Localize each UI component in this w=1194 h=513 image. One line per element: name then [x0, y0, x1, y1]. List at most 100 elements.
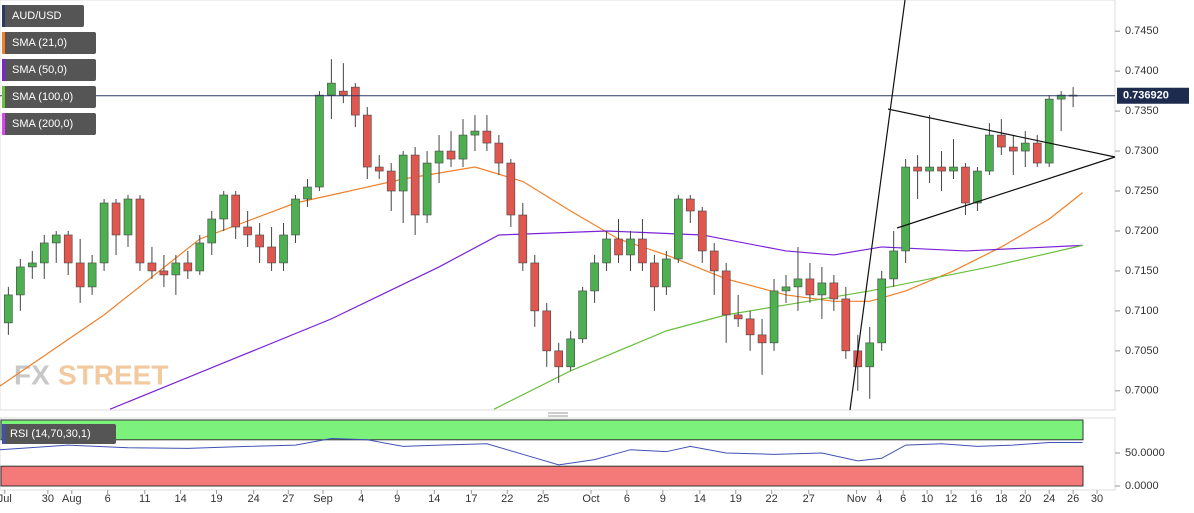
legend-box	[2, 32, 96, 54]
triangle-lower	[896, 156, 1116, 229]
x-tick-label: 17	[465, 493, 477, 505]
legend-swatch	[2, 59, 5, 81]
candle-body	[674, 198, 683, 260]
legend-box	[2, 5, 84, 27]
candle-body	[817, 282, 827, 296]
x-tick-label: Sep	[313, 493, 333, 505]
legend-swatch	[2, 113, 5, 135]
candle-body	[626, 238, 635, 256]
candle-body	[291, 198, 300, 236]
x-tick-label: Oct	[582, 493, 599, 505]
candle-body	[422, 162, 432, 216]
candle-body	[865, 342, 875, 368]
x-tick-label: 24	[1043, 493, 1055, 505]
x-tick-label: 9	[394, 493, 400, 505]
candle-body	[1032, 142, 1042, 164]
candle-body	[793, 278, 803, 288]
candle-body	[470, 130, 480, 136]
y-tick-label: 0.7350	[1125, 105, 1159, 117]
price-label-bg	[1117, 87, 1189, 104]
rsi-legend-swatch	[2, 424, 5, 444]
x-tick-label: 20	[1019, 493, 1031, 505]
x-tick-label: 19	[210, 493, 222, 505]
candle-body	[219, 194, 229, 220]
candle-body	[745, 318, 755, 336]
candle-body	[99, 202, 109, 264]
candle-body	[530, 262, 540, 312]
y-tick-label: 0.7100	[1125, 305, 1159, 317]
candle-body	[913, 166, 922, 172]
candle-body	[829, 282, 839, 300]
legend-swatch	[2, 5, 5, 27]
x-tick-label: 4	[358, 493, 364, 505]
x-tick-label: 14	[428, 493, 440, 505]
candle-body	[1020, 142, 1030, 152]
candle-body	[159, 270, 169, 276]
candle-body	[841, 298, 851, 352]
legend-box	[2, 113, 96, 135]
x-tick-label: 22	[501, 493, 513, 505]
candle-body	[985, 134, 994, 172]
candle-body	[769, 290, 779, 344]
candle-body	[255, 234, 264, 248]
candle-body	[315, 94, 324, 188]
y-tick-label: 0.7000	[1125, 385, 1159, 397]
x-tick-label: 10	[921, 493, 933, 505]
legend-box	[2, 86, 96, 108]
x-tick-label: 4	[876, 493, 882, 505]
candle-body	[518, 214, 528, 264]
candle-body	[554, 350, 563, 368]
candle-body	[602, 238, 611, 264]
candle-body	[51, 234, 61, 244]
oversold-band	[0, 465, 1084, 487]
candle-body	[949, 166, 958, 172]
x-tick-label: 6	[105, 493, 111, 505]
candle-body	[446, 150, 456, 160]
x-tick-label: 12	[945, 493, 957, 505]
candle-body	[590, 262, 599, 292]
candle-body	[638, 238, 647, 264]
candle-body	[123, 198, 133, 236]
candle-body	[961, 166, 970, 204]
candle-body	[578, 290, 587, 340]
candle-body	[267, 246, 276, 264]
candle-body	[231, 194, 240, 228]
y-tick-label: 0.7300	[1125, 145, 1159, 157]
candle-body	[662, 258, 671, 288]
rsi-line	[0, 437, 1083, 466]
watermark-street: STREET	[58, 359, 168, 390]
candle-body	[207, 218, 217, 244]
candle-body	[1044, 98, 1054, 164]
x-tick-label: 19	[730, 493, 742, 505]
x-tick-label: 16	[970, 493, 982, 505]
x-tick-label: Nov	[847, 493, 867, 505]
x-tick-label: 30	[42, 493, 54, 505]
candle-body	[973, 170, 982, 204]
rsi-tick-label: 0.0000	[1125, 480, 1159, 492]
x-tick-label: 14	[694, 493, 706, 505]
candle-body	[494, 142, 504, 164]
candle-body	[482, 130, 492, 144]
candle-body	[303, 186, 312, 200]
y-tick-label: 0.7150	[1125, 265, 1159, 277]
x-tick-label: 27	[282, 493, 294, 505]
candle-body	[327, 82, 336, 96]
triangle-upper	[887, 108, 1116, 158]
candle-body	[757, 334, 767, 344]
candle-body	[685, 198, 695, 212]
candle-body	[279, 234, 288, 264]
candle-body	[87, 262, 97, 288]
x-tick-label: Jul	[0, 493, 12, 505]
candle-body	[410, 154, 420, 216]
candle-body	[697, 210, 707, 252]
candle-body	[458, 134, 468, 160]
candle-body	[135, 198, 145, 264]
x-tick-label: 26	[1067, 493, 1079, 505]
x-tick-label: 14	[175, 493, 187, 505]
candle-body	[805, 278, 815, 296]
candle-body	[650, 262, 659, 288]
legend-label: SMA (50,0)	[12, 64, 67, 76]
candle-body	[877, 278, 887, 344]
candle-body	[937, 166, 946, 172]
